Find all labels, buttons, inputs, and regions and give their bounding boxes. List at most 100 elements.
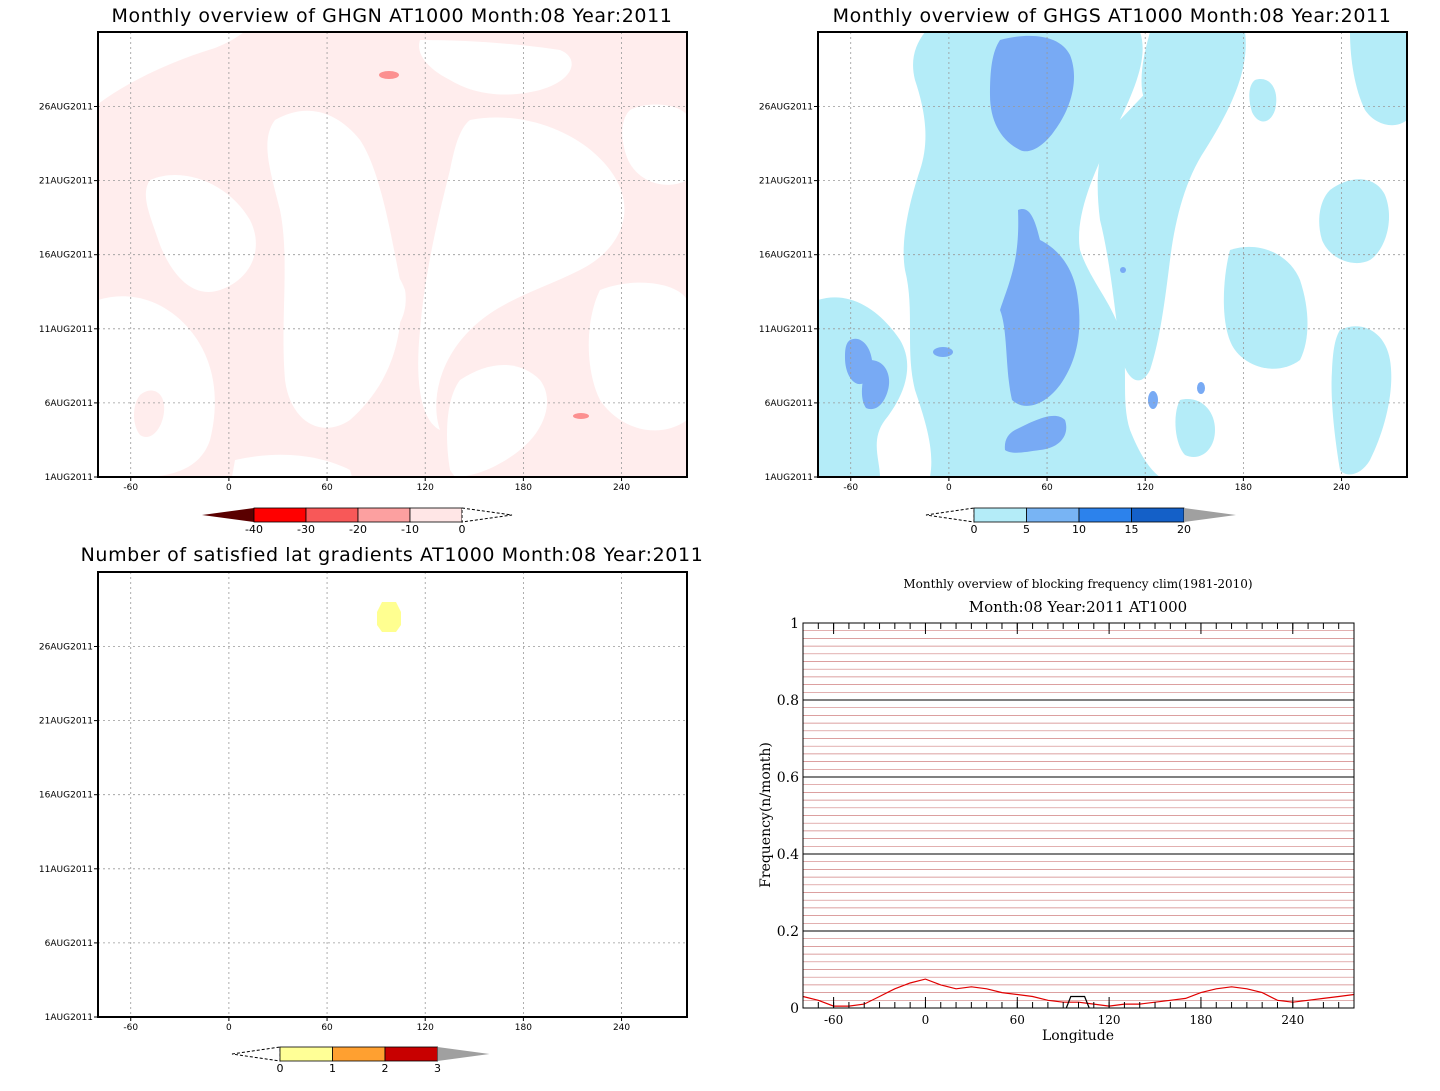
y-tick-label: 6AUG2011 [45, 939, 93, 949]
ghgs-grid [818, 32, 1407, 477]
colorbar-tick-label: -40 [245, 523, 263, 536]
x-tick-label: 180 [515, 483, 532, 493]
colorbar-right-end [461, 507, 513, 523]
colorbar-tick-label: 3 [434, 1062, 441, 1075]
colorbar-segment [357, 507, 411, 523]
x-tick-label: 180 [515, 1023, 532, 1033]
colorbar-tick-label: -10 [401, 523, 419, 536]
y-tick-label: 21AUG2011 [39, 177, 93, 187]
freq-title: Monthly overview of blocking frequency c… [903, 577, 1252, 591]
x-tick-label: 120 [417, 1023, 434, 1033]
freq-x-axis: -60 0 60 120 180 240 [817, 623, 1355, 1027]
colorbar-segment [973, 507, 1027, 523]
colorbar-tick-label: 0 [971, 523, 978, 536]
colorbar-segment [1026, 507, 1080, 523]
colorbar-left-end [202, 508, 254, 522]
ghgn-panel: Monthly overview of GHGN AT1000 Month:08… [39, 5, 688, 536]
x-tick-label: 0 [226, 483, 232, 493]
colorbar-tick-label: 1 [329, 1062, 336, 1075]
lat-panel: Number of satisfied lat gradients AT1000… [39, 544, 703, 1075]
y-tick-label: 11AUG2011 [39, 865, 93, 875]
x-tick-label: 240 [1333, 483, 1350, 493]
lat-y-axis: 1AUG2011 6AUG2011 11AUG2011 16AUG2011 21AUG2… [39, 643, 98, 1023]
colorbar-segment [279, 1046, 333, 1062]
lat-title: Number of satisfied lat gradients AT1000… [81, 544, 704, 566]
ghgn-title: Monthly overview of GHGN AT1000 Month:08… [112, 5, 673, 27]
ghgn-colorbar: -40 -30 -20 -10 0 [202, 507, 513, 536]
y-tick-label: 26AUG2011 [39, 643, 93, 653]
ghgs-colorbar: 0 5 10 15 20 [925, 507, 1236, 536]
colorbar-segment [332, 1046, 386, 1062]
colorbar-segment [1131, 507, 1185, 523]
ghgs-field [818, 32, 1407, 477]
colorbar-segment [253, 507, 307, 523]
lat-colorbar: 0 1 2 3 [231, 1046, 490, 1075]
lat-x-axis: -60 0 60 120 180 240 [123, 1017, 630, 1033]
x-tick-label: 0 [226, 1023, 232, 1033]
x-tick-label: 60 [321, 483, 333, 493]
x-tick-label: 180 [1189, 1013, 1212, 1027]
x-tick-label: -60 [824, 1013, 843, 1027]
y-tick-label: 0.4 [777, 847, 799, 863]
y-tick-label: 11AUG2011 [759, 325, 813, 335]
lat-grid [98, 572, 687, 1017]
y-tick-label: 0 [790, 1001, 799, 1017]
x-tick-label: -60 [843, 483, 858, 493]
lat-spot [377, 602, 401, 632]
colorbar-left-end [925, 507, 975, 523]
colorbar-segment [1078, 507, 1132, 523]
colorbar-tick-label: 10 [1072, 523, 1086, 536]
y-tick-label: 16AUG2011 [759, 251, 813, 261]
current-month-line [1065, 995, 1090, 1009]
freq-y-axis: 0 0.2 0.4 0.6 0.8 1 [777, 616, 799, 1017]
colorbar-tick-label: 5 [1023, 523, 1030, 536]
y-tick-label: 1AUG2011 [765, 473, 813, 483]
y-tick-label: 6AUG2011 [765, 399, 813, 409]
y-tick-label: 6AUG2011 [45, 399, 93, 409]
freq-x-label: Longitude [1042, 1028, 1114, 1044]
ghgn-x-axis: -60 0 60 120 180 240 [123, 477, 630, 493]
colorbar-tick-label: 20 [1177, 523, 1191, 536]
y-tick-label: 11AUG2011 [39, 325, 93, 335]
colorbar-tick-label: -20 [349, 523, 367, 536]
y-tick-label: 1 [790, 616, 799, 632]
freq-subtitle: Month:08 Year:2011 AT1000 [969, 598, 1187, 616]
x-tick-label: 60 [321, 1023, 333, 1033]
colorbar-segment [305, 507, 359, 523]
colorbar-tick-label: 2 [382, 1062, 389, 1075]
colorbar-right-end [1184, 508, 1236, 522]
x-tick-label: 240 [613, 1023, 630, 1033]
x-tick-label: 60 [1041, 483, 1053, 493]
x-tick-label: 240 [613, 483, 630, 493]
freq-grid [803, 630, 1354, 1001]
x-tick-label: 60 [1010, 1013, 1025, 1027]
y-tick-label: 16AUG2011 [39, 791, 93, 801]
x-tick-label: -60 [123, 483, 138, 493]
x-tick-label: 0 [922, 1013, 930, 1027]
y-tick-label: 26AUG2011 [39, 103, 93, 113]
colorbar-tick-label: 15 [1125, 523, 1139, 536]
freq-y-label: Frequency(n/month) [758, 742, 774, 888]
colorbar-segment [409, 507, 463, 523]
colorbar-tick-label: 0 [277, 1062, 284, 1075]
ghgs-x-axis: -60 0 60 120 180 240 [843, 477, 1350, 493]
ghgn-y-axis: 1AUG2011 6AUG2011 11AUG2011 16AUG2011 21AUG2… [39, 103, 98, 483]
ghgn-grid [98, 32, 687, 477]
x-tick-label: 240 [1281, 1013, 1304, 1027]
colorbar-tick-label: -30 [297, 523, 315, 536]
y-tick-label: 0.6 [777, 770, 799, 786]
y-tick-label: 0.8 [777, 693, 799, 709]
x-tick-label: 120 [1098, 1013, 1121, 1027]
ghgs-y-axis: 1AUG2011 6AUG2011 11AUG2011 16AUG2011 21AUG2… [759, 103, 818, 483]
x-tick-label: 120 [1137, 483, 1154, 493]
x-tick-label: 180 [1235, 483, 1252, 493]
y-tick-label: 21AUG2011 [39, 717, 93, 727]
colorbar-left-end [231, 1046, 281, 1062]
y-tick-label: 0.2 [777, 924, 799, 940]
y-tick-label: 21AUG2011 [759, 177, 813, 187]
colorbar-right-end [437, 1047, 490, 1061]
x-tick-label: 0 [946, 483, 952, 493]
x-tick-label: 120 [417, 483, 434, 493]
freq-panel: Monthly overview of blocking frequency c… [758, 577, 1355, 1044]
